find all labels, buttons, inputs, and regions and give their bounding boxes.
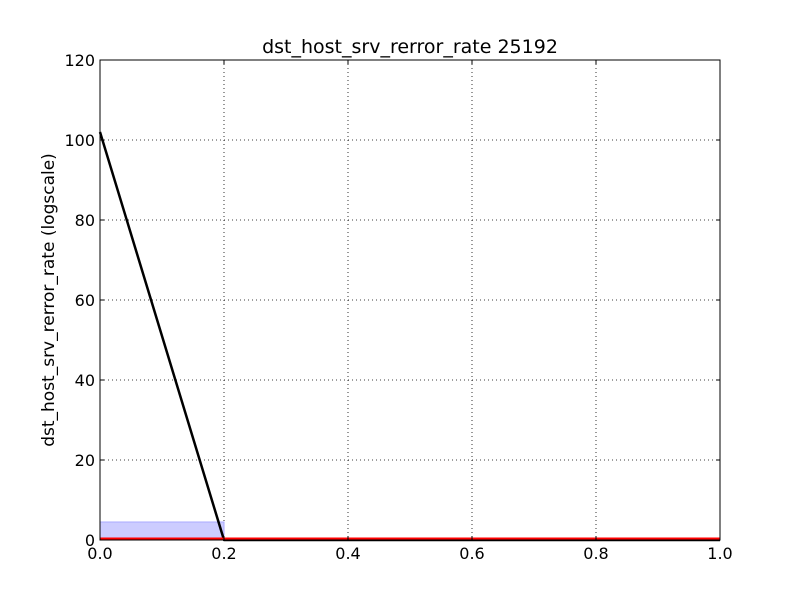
y-tick-label: 40 xyxy=(75,371,95,390)
chart-title: dst_host_srv_rerror_rate 25192 xyxy=(262,36,558,58)
grid-lines xyxy=(100,60,720,540)
y-tick-label: 80 xyxy=(75,211,95,230)
y-axis-label: dst_host_srv_rerror_rate (logscale) xyxy=(39,153,59,447)
x-tick-label: 0.4 xyxy=(335,544,360,563)
axis-ticks: 0.0 0.2 0.4 0.6 0.8 1.0 0 20 40 60 80 100 120 xyxy=(64,51,732,563)
histogram-bar xyxy=(99,521,225,541)
y-tick-label: 0 xyxy=(85,531,95,550)
y-tick-label: 20 xyxy=(75,451,95,470)
x-tick-label: 0.0 xyxy=(87,544,112,563)
x-tick-label: 0.2 xyxy=(211,544,236,563)
y-tick-label: 60 xyxy=(75,291,95,310)
x-tick-label: 0.8 xyxy=(583,544,608,563)
x-tick-label: 0.6 xyxy=(459,544,484,563)
y-tick-label: 100 xyxy=(64,131,95,150)
x-tick-label: 1.0 xyxy=(707,544,732,563)
histogram-bars xyxy=(99,521,225,541)
y-tick-label: 120 xyxy=(64,51,95,70)
